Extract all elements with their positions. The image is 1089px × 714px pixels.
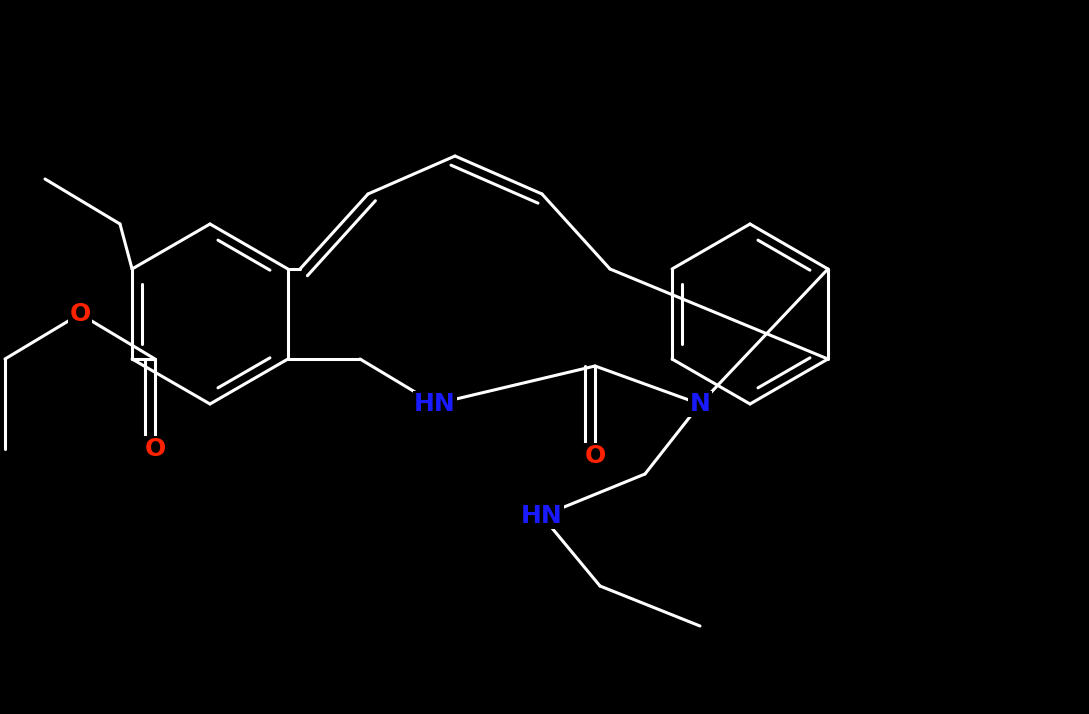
Text: O: O <box>145 437 166 461</box>
Text: O: O <box>70 302 90 326</box>
Text: HN: HN <box>522 504 563 528</box>
Text: N: N <box>689 392 710 416</box>
Text: HN: HN <box>414 392 456 416</box>
Text: O: O <box>585 444 605 468</box>
